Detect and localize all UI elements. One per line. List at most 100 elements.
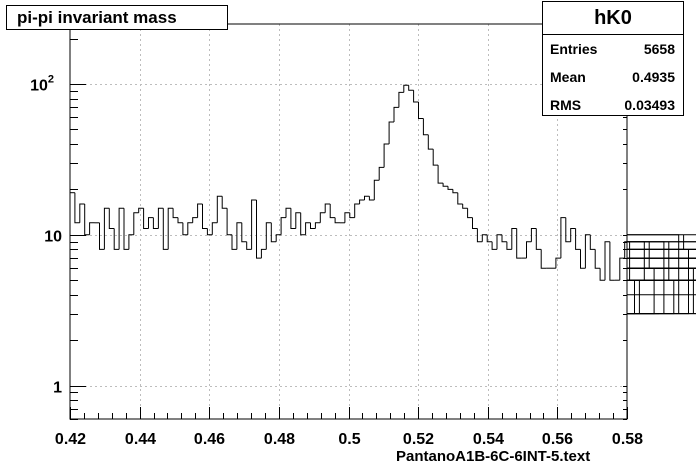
histogram-bin	[627, 267, 696, 269]
footer-filename: PantanoA1B-6C-6INT-5.text	[396, 448, 591, 465]
histogram-bin	[118, 207, 124, 250]
histogram-bin	[349, 212, 355, 219]
histogram-bin	[241, 222, 247, 243]
histogram-bin	[236, 222, 242, 250]
histogram-bin	[368, 196, 375, 201]
histogram-bin	[627, 279, 640, 314]
histogram-bin	[334, 217, 340, 224]
histogram-bin	[627, 249, 689, 315]
histogram-bin	[627, 241, 670, 281]
histogram-bin	[627, 248, 696, 250]
histogram-bin	[491, 241, 497, 250]
histogram-bin	[275, 234, 282, 242]
histogram-bin	[206, 228, 213, 236]
x-tick-label: 0.58	[612, 431, 643, 448]
histogram-bin	[467, 208, 473, 219]
histogram-bin	[627, 257, 696, 259]
histogram-bin	[270, 222, 277, 243]
stats-value: 5658	[643, 41, 675, 57]
histogram-bin	[354, 203, 360, 218]
histogram-bin	[138, 207, 144, 213]
histogram-bin	[408, 85, 414, 91]
y-tick-label: 10	[44, 229, 62, 246]
histogram-bin	[285, 207, 291, 218]
histogram-bin	[216, 195, 223, 223]
histogram-bin	[627, 257, 696, 259]
histogram-bin	[123, 208, 129, 250]
histogram-bin	[565, 217, 571, 243]
histogram-bin	[594, 249, 601, 269]
histogram-bin	[413, 90, 419, 103]
histogram-bin	[627, 313, 696, 315]
histogram-bin	[627, 279, 696, 281]
histogram-bin	[388, 121, 394, 144]
histogram-bin	[560, 217, 566, 259]
histogram-bin	[627, 313, 696, 315]
histogram-bin	[619, 257, 625, 281]
histogram-bin	[305, 222, 311, 235]
histogram-bin	[226, 208, 232, 236]
histogram-bin	[627, 279, 696, 281]
histogram-bin	[378, 166, 385, 181]
histogram-bin	[432, 149, 439, 166]
histogram-bin	[324, 203, 331, 213]
stats-box: hK0 Entries 5658 Mean 0.4935 RMS 0.03493	[542, 1, 684, 116]
histogram-bin	[627, 267, 696, 269]
histogram-bin	[627, 241, 665, 314]
histogram-bin	[359, 199, 365, 204]
histogram-bin	[627, 248, 696, 250]
histogram-bin	[364, 195, 370, 200]
x-tick-label: 0.5	[338, 431, 360, 448]
histogram-bin	[627, 267, 696, 269]
histogram-bin	[627, 234, 696, 236]
histogram-bin	[79, 203, 85, 223]
plot-frame	[69, 23, 628, 420]
histogram-bin	[295, 212, 301, 229]
histogram-bin	[152, 217, 159, 229]
histogram-bin	[260, 248, 267, 259]
histogram-bin	[627, 294, 696, 296]
histogram-bin	[221, 196, 228, 209]
histogram-bin	[300, 212, 306, 236]
histogram-bin	[398, 91, 404, 108]
histogram-bin	[383, 143, 390, 168]
histogram-bin	[211, 222, 218, 235]
histogram-bin	[526, 241, 532, 259]
stats-row-entries: Entries 5658	[543, 35, 683, 63]
histogram-bin	[177, 217, 183, 224]
histogram-bin	[256, 200, 262, 259]
histogram-bin	[373, 179, 380, 200]
histogram-bin	[584, 234, 591, 269]
histogram-bin	[442, 183, 448, 187]
histogram-bin	[344, 212, 350, 223]
histogram-bin	[128, 234, 134, 250]
histogram-bin	[627, 257, 696, 259]
histogram-bin	[231, 234, 237, 250]
histogram-bin	[627, 257, 696, 259]
histogram-bin	[202, 204, 208, 229]
histogram-bin	[627, 257, 696, 259]
x-tick-label: 0.56	[542, 431, 573, 448]
histogram-bin	[575, 228, 581, 250]
histogram-bin	[265, 222, 272, 250]
histogram-bin	[108, 208, 115, 229]
histogram-bin	[627, 248, 696, 250]
y-tick-label: 102	[30, 74, 54, 95]
histogram-bin	[418, 102, 424, 119]
histogram-bin	[192, 217, 198, 223]
histogram-bin	[627, 241, 650, 269]
histogram-bin	[447, 186, 453, 190]
histogram-bin	[314, 222, 321, 229]
histogram-bin	[530, 228, 537, 242]
histogram-bin	[393, 106, 399, 122]
histogram-bin	[472, 217, 478, 229]
chart-title: pi-pi invariant mass	[6, 5, 228, 30]
histogram-bin	[511, 228, 517, 250]
histogram-bin	[627, 279, 696, 281]
histogram-bin	[329, 204, 336, 219]
histogram-bin	[310, 222, 316, 229]
stats-value: 0.4935	[632, 69, 675, 85]
histogram-bin	[133, 212, 139, 235]
y-tick-label: 1	[53, 380, 62, 397]
